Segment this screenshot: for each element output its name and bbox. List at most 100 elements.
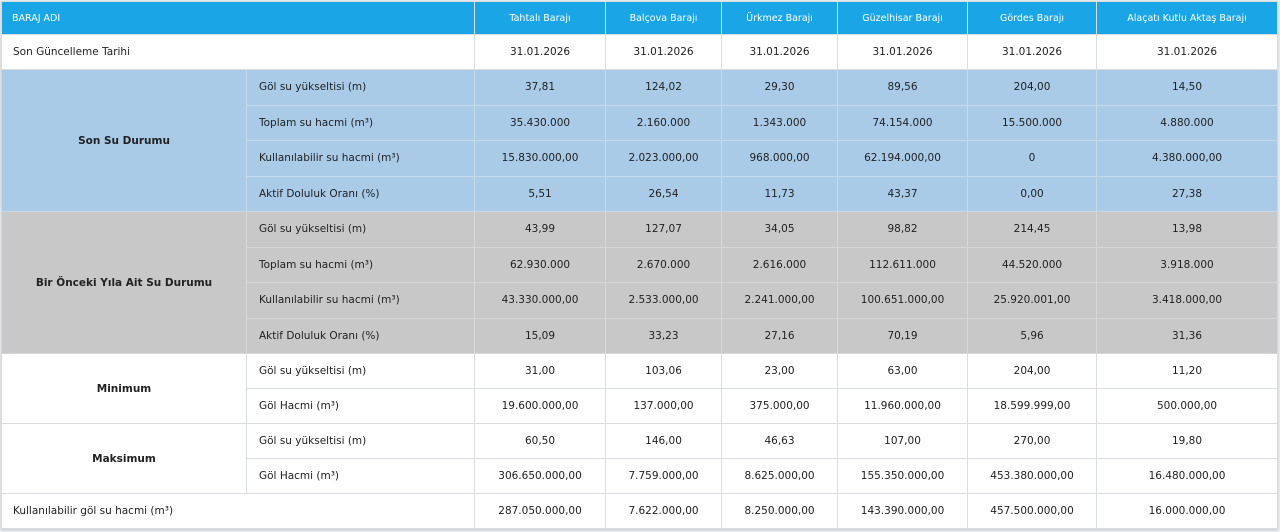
table-cell: 15.830.000,00 (474, 140, 607, 177)
table-cell: 968.000,00 (721, 140, 839, 177)
table-cell: 15.500.000 (967, 104, 1098, 141)
table-cell: 31.01.2026 (721, 34, 839, 70)
table-cell: 62.930.000 (474, 246, 607, 283)
table-cell: 31,36 (1096, 317, 1279, 354)
table-cell: 33,23 (605, 317, 723, 354)
table-row: Toplam su hacmi (m³) 62.930.000 2.670.00… (2, 246, 1279, 283)
section-title-minimum: Minimum (1, 353, 247, 424)
header-dam-urkmez: Ürkmez Barajı (721, 1, 839, 35)
table-cell: 74.154.000 (837, 104, 969, 141)
row-label: Göl Hacmi (m³) (245, 388, 476, 424)
table-row: Göl Hacmi (m³) 306.650.000,00 7.759.000,… (2, 458, 1279, 494)
table-cell: 453.380.000,00 (967, 458, 1098, 494)
table-cell: 2.533.000,00 (605, 282, 723, 319)
table-cell: 375.000,00 (721, 388, 839, 424)
table-cell: 31.01.2026 (605, 34, 723, 70)
table-cell: 7.759.000,00 (605, 458, 723, 494)
table-cell: 8.625.000,00 (721, 458, 839, 494)
table-row: Kullanılabilir su hacmi (m³) 43.330.000,… (2, 282, 1279, 319)
table-cell: 29,30 (721, 69, 839, 106)
header-dam-guzelhisar: Güzelhisar Barajı (837, 1, 969, 35)
table-cell: 124,02 (605, 69, 723, 106)
table-cell: 107,00 (837, 423, 969, 459)
section-title-maximum: Maksimum (1, 423, 247, 494)
table-cell: 457.500.000,00 (967, 493, 1098, 529)
row-label: Göl su yükseltisi (m) (245, 69, 476, 106)
table-cell: 2.023.000,00 (605, 140, 723, 177)
table-cell: 155.350.000,00 (837, 458, 969, 494)
row-label: Toplam su hacmi (m³) (245, 246, 476, 283)
table-cell: 127,07 (605, 211, 723, 248)
table-row: Maksimum Göl su yükseltisi (m) 60,50 146… (1, 423, 1279, 494)
table-cell: 4.380.000,00 (1096, 140, 1279, 177)
table-cell: 270,00 (967, 423, 1098, 459)
header-dam-name: BARAJ ADI (0, 1, 476, 35)
table-cell: 31.01.2026 (967, 34, 1098, 70)
table-cell: 98,82 (837, 211, 969, 248)
table-cell: 89,56 (837, 69, 969, 106)
table-cell: 137.000,00 (605, 388, 723, 424)
table-cell: 14,50 (1096, 69, 1279, 106)
table-cell: 26,54 (605, 175, 723, 212)
table-cell: 19.600.000,00 (474, 388, 607, 424)
table-cell: 16.000.000,00 (1096, 493, 1279, 529)
table-cell: 46,63 (721, 423, 839, 459)
row-label: Kullanılabilir su hacmi (m³) (245, 140, 476, 177)
row-label: Göl su yükseltisi (m) (245, 423, 476, 459)
table-cell: 11,20 (1096, 353, 1279, 389)
table-cell: 31.01.2026 (837, 34, 969, 70)
table-cell: 27,38 (1096, 175, 1279, 212)
table-cell: 31,00 (474, 353, 607, 389)
table-cell: 7.622.000,00 (605, 493, 723, 529)
table-cell: 103,06 (605, 353, 723, 389)
table-cell: 204,00 (967, 69, 1098, 106)
section-title-previous-year: Bir Önceki Yıla Ait Su Durumu (1, 211, 247, 354)
table-cell: 204,00 (967, 353, 1098, 389)
row-label: Aktif Doluluk Oranı (%) (245, 175, 476, 212)
last-update-label: Son Güncelleme Tarihi (0, 34, 476, 70)
table-cell: 143.390.000,00 (837, 493, 969, 529)
table-cell: 63,00 (837, 353, 969, 389)
header-dam-alacati: Alaçatı Kutlu Aktaş Barajı (1096, 1, 1279, 35)
table-cell: 0 (967, 140, 1098, 177)
table-cell: 43,99 (474, 211, 607, 248)
table-cell: 15,09 (474, 317, 607, 354)
table-cell: 43,37 (837, 175, 969, 212)
table-cell: 214,45 (967, 211, 1098, 248)
row-label: Aktif Doluluk Oranı (%) (245, 317, 476, 354)
table-cell: 27,16 (721, 317, 839, 354)
table-row: Aktif Doluluk Oranı (%) 15,09 33,23 27,1… (2, 317, 1279, 354)
header-dam-gordes: Gördes Barajı (967, 1, 1098, 35)
row-label: Göl su yükseltisi (m) (245, 211, 476, 248)
table-cell: 62.194.000,00 (837, 140, 969, 177)
usable-volume-label: Kullanılabilir göl su hacmi (m³) (0, 493, 476, 529)
row-label: Toplam su hacmi (m³) (245, 104, 476, 141)
table-row: Son Su Durumu Göl su yükseltisi (m) 37,8… (1, 69, 1279, 212)
table-cell: 34,05 (721, 211, 839, 248)
table-row: Toplam su hacmi (m³) 35.430.000 2.160.00… (2, 104, 1279, 141)
table-cell: 13,98 (1096, 211, 1279, 248)
table-cell: 5,96 (967, 317, 1098, 354)
table-cell: 306.650.000,00 (474, 458, 607, 494)
table-cell: 25.920.001,00 (967, 282, 1098, 319)
table-cell: 18.599.999,00 (967, 388, 1098, 424)
table-cell: 11.960.000,00 (837, 388, 969, 424)
table-cell: 16.480.000,00 (1096, 458, 1279, 494)
table-cell: 0,00 (967, 175, 1098, 212)
table-cell: 3.418.000,00 (1096, 282, 1279, 319)
table-cell: 2.160.000 (605, 104, 723, 141)
row-label: Kullanılabilir su hacmi (m³) (245, 282, 476, 319)
table-cell: 19,80 (1096, 423, 1279, 459)
table-cell: 31.01.2026 (1096, 34, 1279, 70)
section-title-current: Son Su Durumu (1, 69, 247, 212)
table-cell: 4.880.000 (1096, 104, 1279, 141)
usable-volume-row: Kullanılabilir göl su hacmi (m³) 287.050… (0, 493, 1279, 529)
table-cell: 31.01.2026 (474, 34, 607, 70)
table-header-row: BARAJ ADI Tahtalı Barajı Balçova Barajı … (0, 1, 1279, 35)
table-cell: 2.670.000 (605, 246, 723, 283)
last-update-row: Son Güncelleme Tarihi 31.01.2026 31.01.2… (0, 34, 1279, 70)
header-dam-balcova: Balçova Barajı (605, 1, 723, 35)
table-cell: 35.430.000 (474, 104, 607, 141)
